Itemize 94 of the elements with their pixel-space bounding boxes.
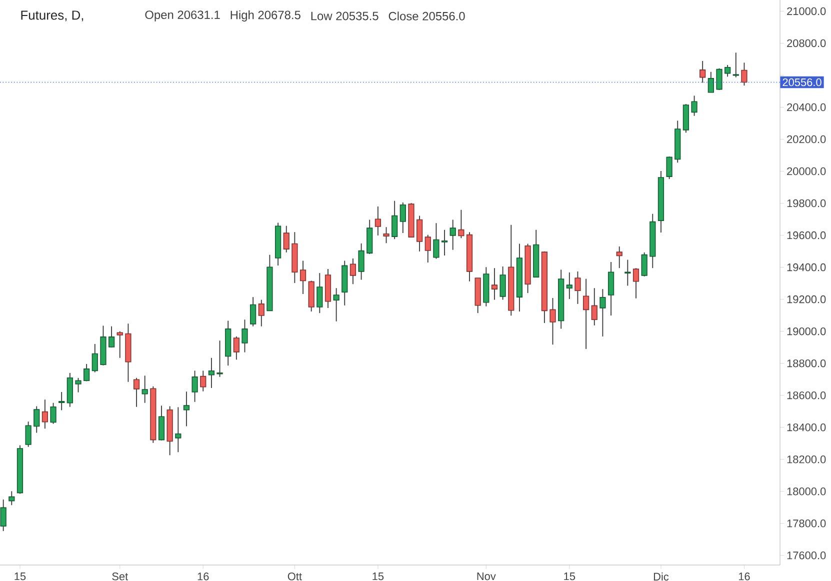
candlestick <box>624 259 631 286</box>
candlestick <box>441 229 448 256</box>
candlestick <box>233 336 240 360</box>
candlestick <box>666 156 672 180</box>
candlestick <box>641 252 648 277</box>
candlestick <box>708 71 714 93</box>
x-tick-label: 15 <box>372 572 384 580</box>
candlestick <box>75 377 82 393</box>
y-tick-label: 19200.0 <box>787 295 826 304</box>
annotation: Close 20556.0 <box>388 12 465 20</box>
candlestick <box>58 392 65 411</box>
x-tick-label: 16 <box>738 572 750 580</box>
candlestick <box>316 272 323 314</box>
annotation: Open 20631.1 <box>145 10 220 22</box>
y-tick-label: 18000.0 <box>787 488 826 496</box>
candlestick <box>333 288 340 322</box>
y-tick-label: 20400.0 <box>787 103 826 112</box>
candlestick <box>600 288 606 337</box>
y-tick-label: 17800.0 <box>787 520 826 528</box>
y-tick-label: 19000.0 <box>787 327 826 336</box>
candlestick <box>8 490 15 506</box>
candlestick <box>716 68 722 90</box>
y-tick-label: 19600.0 <box>787 231 826 240</box>
candlestick <box>192 370 198 402</box>
y-tick-label: 21000.0 <box>787 7 826 16</box>
candlestick <box>450 219 456 250</box>
candlestick <box>0 499 6 532</box>
candlestick <box>691 95 698 116</box>
annotation: High 20678.5 <box>230 10 300 22</box>
y-tick-label: 18200.0 <box>787 455 826 464</box>
y-tick-label: 20000.0 <box>787 167 826 176</box>
x-tick-label: Dic <box>654 572 669 581</box>
y-tick-label: 19800.0 <box>787 199 826 208</box>
candlestick <box>491 268 498 300</box>
y-tick-label: 20800.0 <box>787 39 826 48</box>
candlestick <box>458 209 464 239</box>
candlestick <box>574 271 581 304</box>
candlestick <box>374 206 381 236</box>
x-tick-label: 15 <box>14 572 26 580</box>
candlestick <box>608 262 614 316</box>
y-tick-label: 18600.0 <box>787 391 826 400</box>
annotation: Low 20535.5 <box>311 12 378 20</box>
candlestick <box>116 330 123 358</box>
x-tick-label: 15 <box>564 572 576 580</box>
candlestick <box>433 222 440 260</box>
candlestick <box>732 52 739 78</box>
ref-line-label: 20556.0 <box>782 78 822 86</box>
y-tick-label: 17600.0 <box>787 552 826 560</box>
candlestick <box>108 326 115 348</box>
candlestick <box>142 375 148 404</box>
x-tick-label: 16 <box>198 572 209 580</box>
candlestick <box>242 319 248 353</box>
candlestick <box>84 364 90 382</box>
candlestick <box>700 60 706 84</box>
candlestick <box>591 288 598 326</box>
candlestick <box>50 402 56 424</box>
candlestick <box>550 298 556 346</box>
candlestick <box>392 200 398 240</box>
candlestick <box>424 234 431 263</box>
candlestick <box>566 272 572 300</box>
candlestick <box>283 225 290 253</box>
y-tick-label: 18400.0 <box>787 423 826 432</box>
candlestick <box>383 226 390 244</box>
candlestick <box>25 421 32 448</box>
candlestick <box>741 62 748 86</box>
candlestick <box>175 406 182 453</box>
text: Futures, D, <box>21 10 84 22</box>
candlestick <box>400 202 406 234</box>
candlestick <box>208 357 215 388</box>
y-tick-label: 19400.0 <box>787 263 826 272</box>
x-tick-label: Nov <box>477 572 496 580</box>
candlestick <box>216 340 223 378</box>
candlestick <box>300 260 306 294</box>
candlestick <box>616 246 622 269</box>
candlestick <box>158 405 165 441</box>
candlestick <box>42 399 48 430</box>
candlestick <box>350 258 356 285</box>
y-tick-label: 20200.0 <box>787 135 826 144</box>
candlestick <box>258 299 264 327</box>
candlestick <box>92 344 98 373</box>
candlestick <box>582 278 590 350</box>
x-tick-label: Ott <box>288 572 302 580</box>
candlestick <box>183 391 190 427</box>
x-tick-label: Set <box>112 572 128 580</box>
candlestick <box>416 215 423 252</box>
y-tick-label: 18800.0 <box>787 359 826 368</box>
candlestick <box>34 406 40 434</box>
candlestick <box>724 64 731 78</box>
candlestick <box>500 266 506 300</box>
candlestick <box>358 242 364 280</box>
candlestick <box>250 296 256 327</box>
candlestick <box>200 370 206 392</box>
candlestick <box>632 268 640 299</box>
candlestick <box>133 377 140 408</box>
